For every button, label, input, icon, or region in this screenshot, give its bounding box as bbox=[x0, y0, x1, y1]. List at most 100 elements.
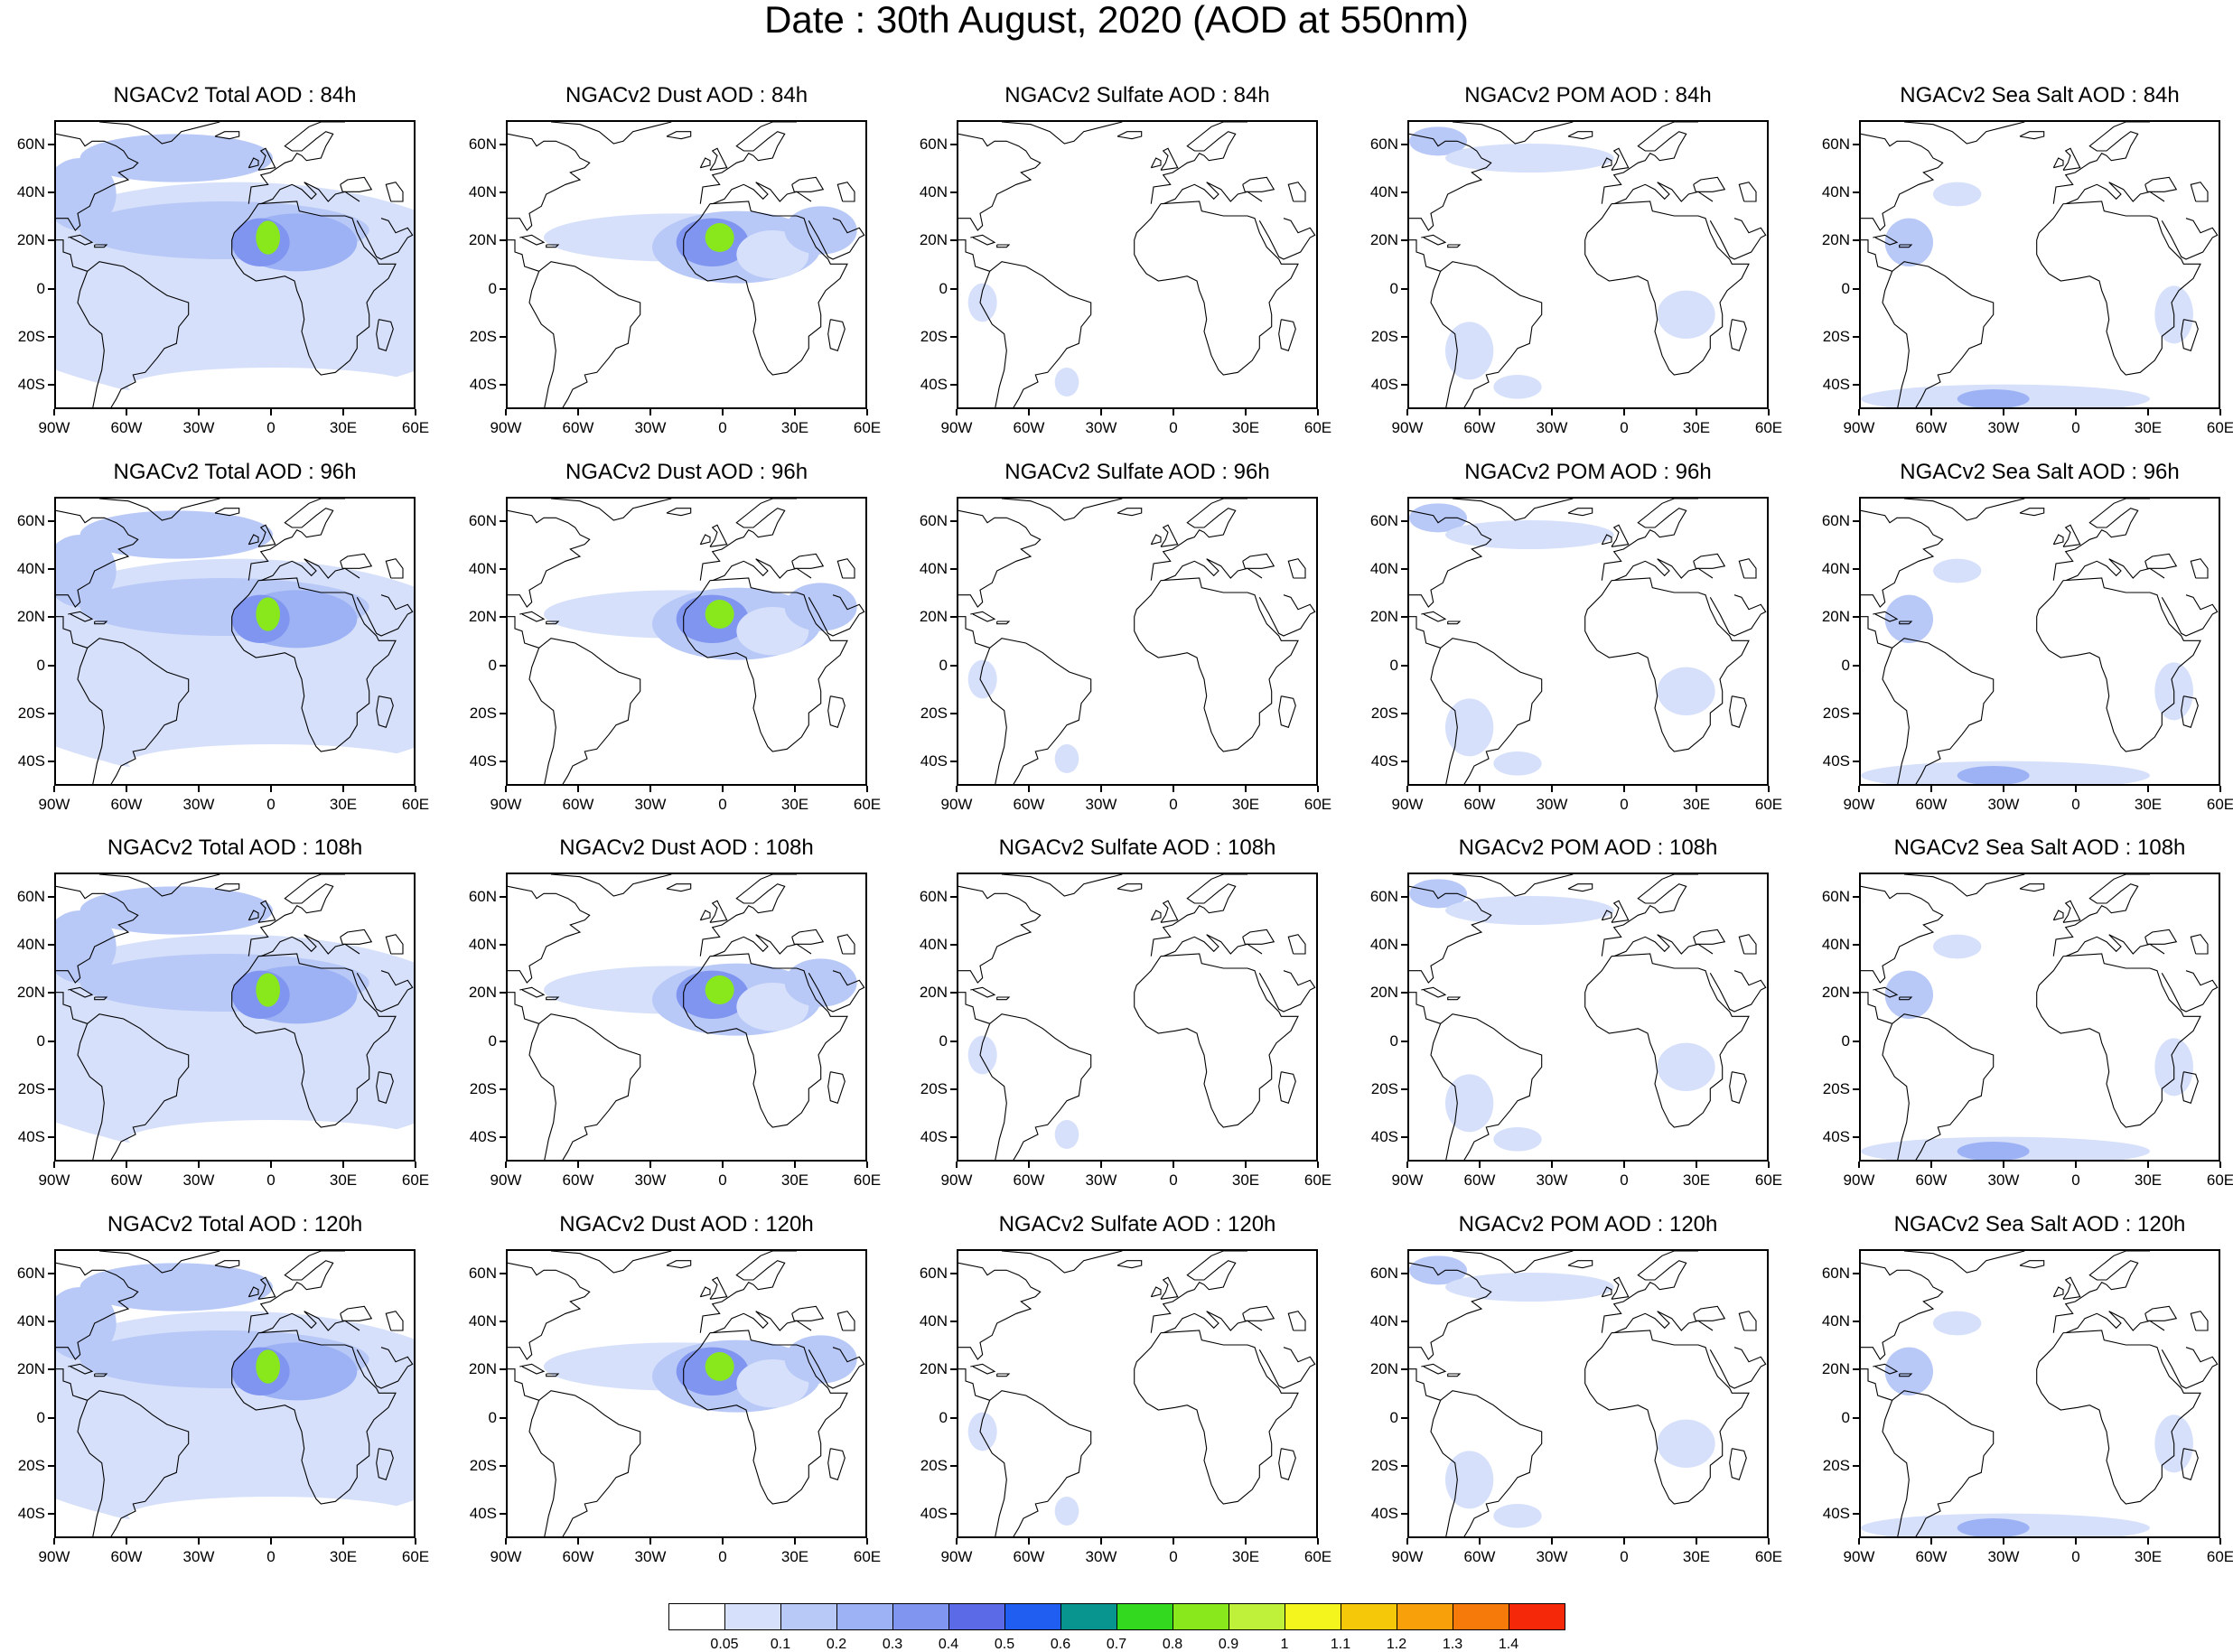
lon-tick bbox=[1623, 786, 1625, 792]
lon-tick-label: 30W bbox=[182, 1171, 215, 1189]
lat-tick bbox=[950, 239, 957, 242]
lat-tick-label: 60N bbox=[1821, 135, 1850, 153]
lon-tick-label: 30E bbox=[1231, 419, 1260, 436]
coastline bbox=[248, 1286, 259, 1298]
lon-tick-label: 30W bbox=[1987, 796, 2020, 813]
aod-map bbox=[1409, 1251, 1767, 1536]
lon-tick bbox=[126, 1538, 127, 1545]
map-frame bbox=[957, 497, 1318, 786]
lon-tick-label: 60E bbox=[1754, 1171, 1783, 1189]
coastline bbox=[508, 616, 539, 649]
lat-tick-label: 40S bbox=[1370, 1505, 1398, 1523]
coastline bbox=[2052, 910, 2064, 921]
coastline bbox=[528, 271, 556, 407]
lon-tick bbox=[1930, 409, 1932, 415]
aod-map bbox=[1861, 499, 2219, 784]
lat-tick bbox=[500, 191, 506, 193]
lat-tick bbox=[1401, 384, 1407, 387]
lon-tick bbox=[1173, 786, 1174, 792]
coastline bbox=[1729, 1071, 1747, 1104]
lat-tick-label: 40S bbox=[469, 1505, 497, 1523]
aod-plume bbox=[1445, 520, 1614, 549]
lon-tick-label: 30E bbox=[1231, 1171, 1260, 1189]
lat-tick-label: 40S bbox=[1370, 1128, 1398, 1146]
lat-tick bbox=[1401, 944, 1407, 946]
aod-map bbox=[56, 122, 414, 407]
lat-tick-label: 20N bbox=[468, 1360, 497, 1378]
lat-tick bbox=[950, 1136, 957, 1139]
coastline bbox=[791, 1305, 825, 1321]
aod-plume bbox=[1657, 290, 1715, 339]
map-frame bbox=[1859, 873, 2220, 1162]
lat-tick bbox=[48, 519, 54, 522]
lat-tick-label: 0 bbox=[939, 1408, 948, 1426]
lat-tick-label: 40N bbox=[1821, 560, 1850, 577]
lon-tick bbox=[1768, 409, 1770, 415]
colorbar-swatch bbox=[724, 1603, 781, 1630]
aod-map bbox=[56, 1251, 414, 1536]
lon-tick bbox=[2003, 1538, 2004, 1545]
coastline bbox=[683, 577, 848, 752]
aod-plume bbox=[967, 659, 997, 699]
lon-tick bbox=[1696, 1162, 1697, 1168]
coastline bbox=[1601, 122, 1698, 204]
coastline bbox=[1709, 594, 1767, 637]
coastline bbox=[1150, 534, 1162, 546]
lon-tick-label: 30E bbox=[329, 419, 358, 436]
coastline bbox=[1892, 1390, 1995, 1536]
lat-tick-label: 20N bbox=[919, 608, 948, 626]
lon-tick-label: 30W bbox=[182, 1548, 215, 1565]
lon-tick-label: 30E bbox=[780, 1171, 809, 1189]
coastline bbox=[1899, 621, 1913, 625]
lon-tick bbox=[505, 1162, 507, 1168]
lat-tick-label: 20S bbox=[469, 328, 497, 345]
coastline bbox=[970, 611, 996, 622]
aod-plume bbox=[1445, 1273, 1614, 1302]
lat-tick-label: 20S bbox=[1822, 328, 1850, 345]
aod-plume bbox=[1493, 751, 1542, 776]
coastline bbox=[2036, 953, 2201, 1128]
coastline bbox=[699, 874, 797, 957]
lat-tick-label: 20N bbox=[1369, 1360, 1398, 1378]
coastline bbox=[56, 239, 88, 272]
colorbar-swatch bbox=[1397, 1603, 1453, 1630]
colorbar-swatch bbox=[836, 1603, 893, 1630]
aod-plume bbox=[1957, 1142, 2030, 1160]
lat-tick-label: 40N bbox=[1369, 560, 1398, 577]
lat-tick-label: 0 bbox=[1841, 1031, 1850, 1050]
coastline bbox=[1861, 509, 1944, 608]
lat-tick-label: 0 bbox=[1389, 656, 1398, 674]
coastline bbox=[98, 874, 220, 897]
lon-tick-label: 30E bbox=[1682, 419, 1711, 436]
aod-plume bbox=[1657, 667, 1715, 715]
coastline bbox=[94, 1373, 108, 1377]
coastline bbox=[1729, 319, 1747, 351]
lon-tick bbox=[1173, 1538, 1174, 1545]
lon-tick-label: 30E bbox=[329, 1548, 358, 1565]
coastline bbox=[699, 122, 797, 204]
coastline bbox=[1613, 558, 1714, 582]
coastline bbox=[1861, 616, 1892, 649]
lat-tick bbox=[48, 336, 54, 338]
aod-plume bbox=[128, 368, 414, 406]
coastline bbox=[2181, 1071, 2199, 1104]
coastline bbox=[712, 934, 812, 957]
coastline bbox=[1116, 883, 1143, 892]
lon-tick bbox=[1551, 1162, 1553, 1168]
coastline bbox=[1873, 1363, 1899, 1375]
coastline bbox=[1738, 934, 1757, 955]
coastline bbox=[77, 271, 105, 407]
lat-tick-label: 60N bbox=[1369, 135, 1398, 153]
coastline bbox=[257, 1276, 276, 1300]
lat-tick-label: 0 bbox=[1841, 1408, 1850, 1426]
lon-tick-label: 90W bbox=[940, 1548, 973, 1565]
lat-tick bbox=[1853, 761, 1859, 763]
lon-tick bbox=[1245, 1162, 1247, 1168]
lat-tick-label: 60N bbox=[919, 887, 948, 905]
lat-tick-label: 40N bbox=[919, 1312, 948, 1330]
colorbar bbox=[668, 1603, 1565, 1634]
coastline bbox=[546, 621, 560, 625]
lon-tick bbox=[1479, 409, 1481, 415]
coastline bbox=[356, 1347, 414, 1389]
lon-tick-label: 90W bbox=[490, 796, 522, 813]
